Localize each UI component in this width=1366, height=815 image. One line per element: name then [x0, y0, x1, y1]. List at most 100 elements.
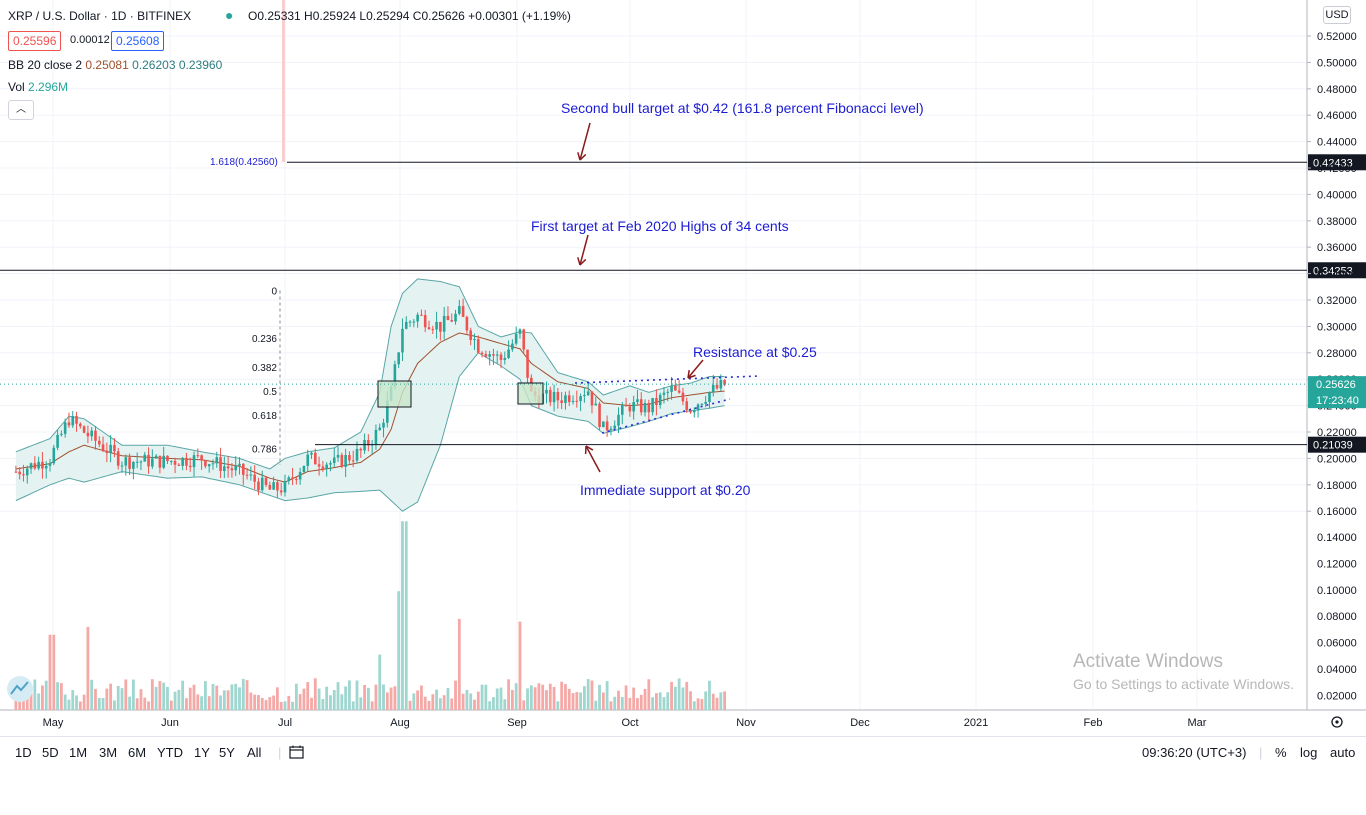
volume-bar — [283, 701, 287, 710]
volume-bar — [203, 681, 207, 710]
volume-bar — [348, 680, 351, 710]
volume-bars — [14, 521, 727, 710]
clock-readout[interactable]: 09:36:20 (UTC+3) — [1142, 745, 1247, 760]
volume-bar — [238, 687, 241, 710]
range-1d[interactable]: 1D — [15, 745, 32, 760]
volume-bar — [431, 694, 435, 710]
x-tick-label: Dec — [850, 717, 870, 729]
volume-bar — [351, 701, 355, 710]
ask-price[interactable]: 0.25608 — [111, 31, 165, 51]
candle-body — [427, 327, 431, 329]
range-all[interactable]: All — [247, 745, 262, 760]
separator: | — [1259, 745, 1263, 760]
percent-toggle[interactable]: % — [1275, 745, 1287, 760]
candle-body — [132, 461, 135, 469]
volume-tick-label: 0.04000 — [1317, 664, 1357, 676]
gear-ring — [1331, 716, 1343, 728]
volume-bar — [162, 682, 166, 710]
y-tick-label: 0.40000 — [1317, 189, 1357, 201]
volume-bar — [492, 697, 495, 710]
candle-body — [181, 457, 184, 466]
volume-bar — [423, 696, 427, 710]
candle-body — [86, 432, 90, 437]
range-ytd[interactable]: YTD — [157, 745, 183, 760]
candle-body — [461, 306, 465, 317]
collapse-legend-button[interactable]: ︿ — [8, 100, 34, 120]
volume-bar — [169, 700, 173, 710]
candle-body — [279, 490, 283, 493]
x-tick-label: Aug — [390, 717, 410, 729]
bid-price[interactable]: 0.25596 — [8, 31, 62, 51]
volume-legend[interactable]: Vol 2.296M — [8, 80, 68, 94]
volume-bar — [575, 692, 579, 710]
candle-body — [412, 321, 416, 323]
auto-toggle[interactable]: auto — [1330, 745, 1356, 760]
candle-body — [223, 466, 226, 472]
volume-bar — [503, 699, 507, 710]
currency-button[interactable]: USD — [1323, 6, 1351, 24]
y-tick-label: 0.42000 — [1317, 163, 1357, 175]
candle-body — [109, 444, 112, 454]
annotation-arrow-head — [579, 153, 587, 161]
fib-extension-label: 1.618(0.42560) — [210, 157, 278, 168]
range-3m[interactable]: 3M — [99, 745, 118, 760]
logo-line — [10, 681, 29, 695]
resistance-trendline — [574, 375, 761, 384]
volume-bar — [499, 687, 503, 710]
volume-bar — [518, 621, 522, 710]
volume-bar — [302, 688, 306, 710]
volume-bar — [677, 678, 681, 710]
volume-bar — [207, 696, 211, 710]
fib-level-label: 0.236 — [252, 334, 277, 345]
volume-bar — [219, 695, 222, 710]
settings-gear-icon[interactable] — [1331, 716, 1343, 728]
volume-bar — [359, 697, 363, 710]
volume-bar — [658, 692, 662, 710]
candle-body — [446, 315, 450, 321]
volume-bar — [662, 697, 666, 710]
date-range-icon[interactable] — [289, 745, 305, 762]
candle-body — [351, 460, 355, 462]
candle-body — [666, 391, 670, 393]
volume-bar — [101, 697, 105, 710]
volume-bar — [109, 683, 113, 710]
candle-body — [245, 474, 249, 476]
candle-body — [594, 403, 598, 406]
volume-bar — [480, 684, 484, 710]
y-tick-label: 0.28000 — [1317, 348, 1357, 360]
volume-bar — [287, 695, 291, 710]
candle-body — [598, 403, 601, 428]
volume-bar — [723, 691, 727, 710]
volume-bar — [264, 700, 268, 710]
volume-bar — [601, 692, 605, 710]
volume-bar — [192, 684, 196, 710]
candle-body — [393, 364, 397, 387]
volume-bar — [298, 694, 302, 710]
level-label-bg — [1308, 154, 1366, 171]
volume-bar — [131, 679, 135, 710]
candle-body — [325, 464, 328, 469]
range-1m[interactable]: 1M — [69, 745, 88, 760]
candle-body — [173, 460, 177, 465]
log-toggle[interactable]: log — [1300, 745, 1318, 760]
volume-bar — [332, 689, 336, 710]
volume-bar — [44, 680, 48, 710]
candle-body — [674, 385, 677, 391]
range-6m[interactable]: 6M — [128, 745, 147, 760]
candle-body — [564, 395, 567, 404]
bb-legend[interactable]: BB 20 close 2 0.25081 0.26203 0.23960 — [8, 58, 222, 72]
candle-body — [268, 484, 272, 490]
range-5y[interactable]: 5Y — [219, 745, 235, 760]
volume-bar — [279, 701, 283, 710]
range-1y[interactable]: 1Y — [194, 745, 210, 760]
bb-upper-value: 0.26203 — [132, 58, 176, 72]
annotation-arrow — [585, 445, 601, 473]
candle-body — [609, 428, 613, 431]
range-5d[interactable]: 5D — [42, 745, 59, 760]
volume-bar — [397, 591, 401, 710]
candle-body — [454, 313, 457, 322]
volume-bar — [685, 681, 689, 710]
candle-body — [624, 405, 628, 407]
candle-body — [44, 465, 48, 469]
